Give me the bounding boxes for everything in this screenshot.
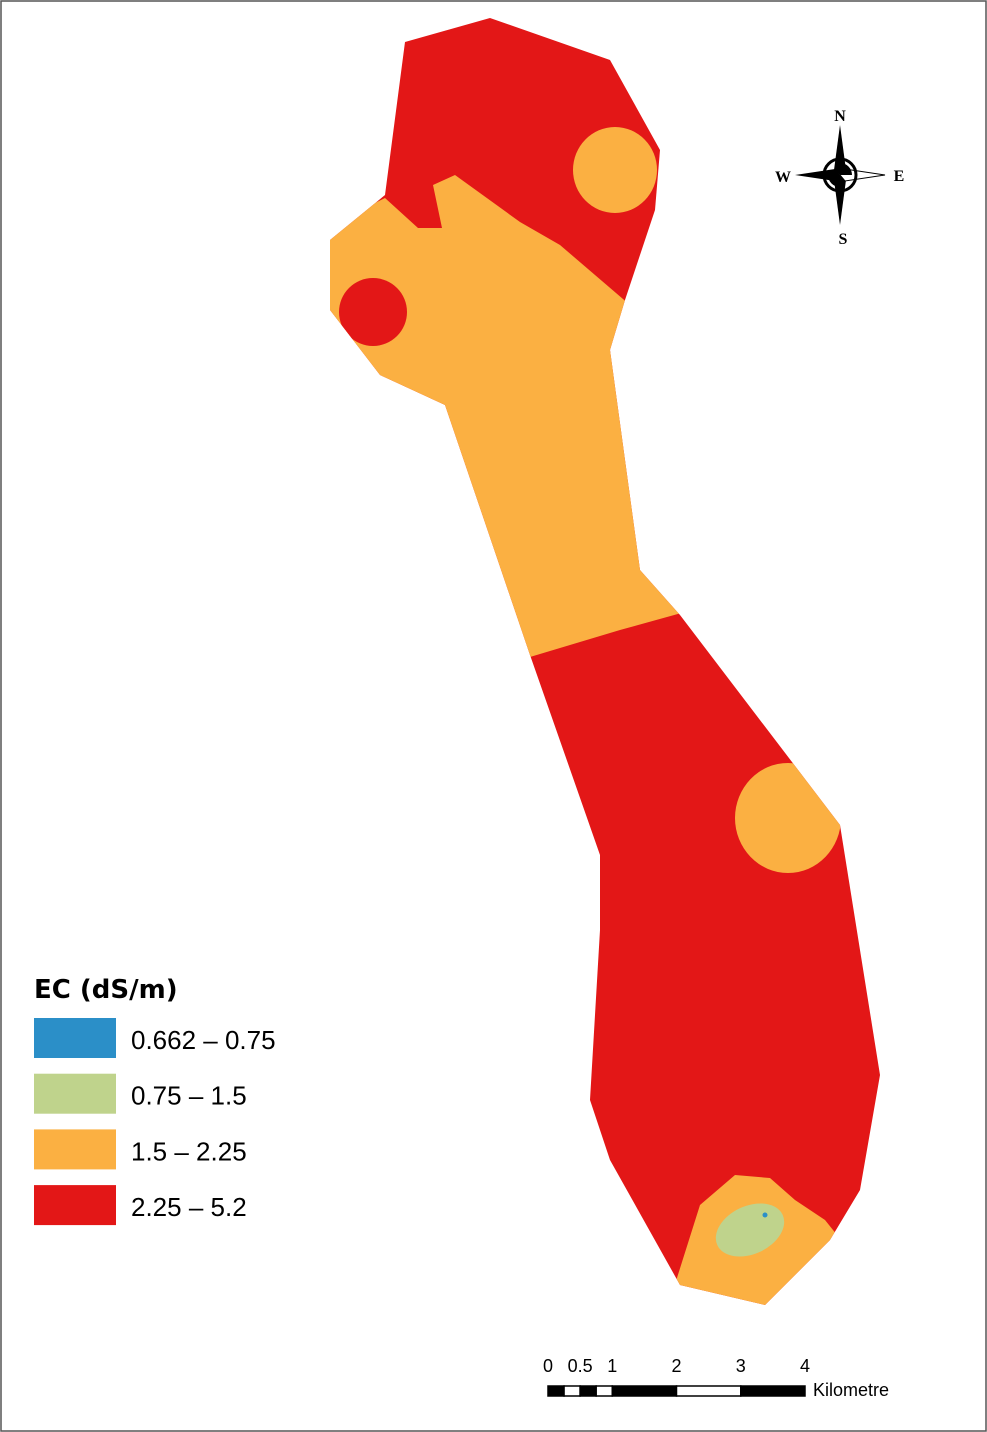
scale-segment — [579, 1385, 597, 1397]
scale-tick-label: 0 — [543, 1356, 553, 1376]
scale-segment — [547, 1385, 565, 1397]
legend-swatch — [34, 1185, 116, 1226]
legend: 0.662 – 0.75 0.75 – 1.5 1.5 – 2.25 2.25 – 5… — [34, 1018, 276, 1226]
legend-title: EC (dS/m) — [34, 975, 178, 1005]
legend-label: 1.5 – 2.25 — [131, 1136, 247, 1166]
scale-tick-label: 3 — [736, 1356, 746, 1376]
scale-segment — [675, 1385, 742, 1397]
scale-unit: Kilometre — [813, 1380, 889, 1400]
legend-swatch — [34, 1018, 116, 1058]
scale-tick-label: 4 — [800, 1356, 810, 1376]
legend-label: 0.75 – 1.5 — [131, 1081, 247, 1111]
zone-mid — [573, 127, 657, 213]
scale-tick-label: 0.5 — [568, 1356, 593, 1376]
scale-segment — [563, 1385, 581, 1397]
zone-low — [715, 1203, 785, 1257]
legend-swatch — [34, 1129, 116, 1170]
zone-mid — [330, 175, 685, 657]
west-label: W — [775, 169, 791, 186]
scale-tick-label: 2 — [671, 1356, 681, 1376]
north-arrow: N S E W — [775, 108, 904, 248]
scale-segment — [595, 1385, 613, 1397]
east-label: E — [894, 168, 905, 185]
legend-label: 2.25 – 5.2 — [131, 1192, 247, 1222]
north-label: N — [834, 108, 846, 125]
legend-swatch — [34, 1073, 116, 1114]
scale-tick-label: 1 — [607, 1356, 617, 1376]
legend-label: 0.662 – 0.75 — [131, 1025, 276, 1055]
zone-lowest — [762, 1212, 768, 1218]
south-label: S — [839, 231, 848, 248]
scale-segment — [611, 1385, 678, 1397]
zone-high — [339, 278, 407, 346]
scale-segment — [740, 1385, 806, 1397]
